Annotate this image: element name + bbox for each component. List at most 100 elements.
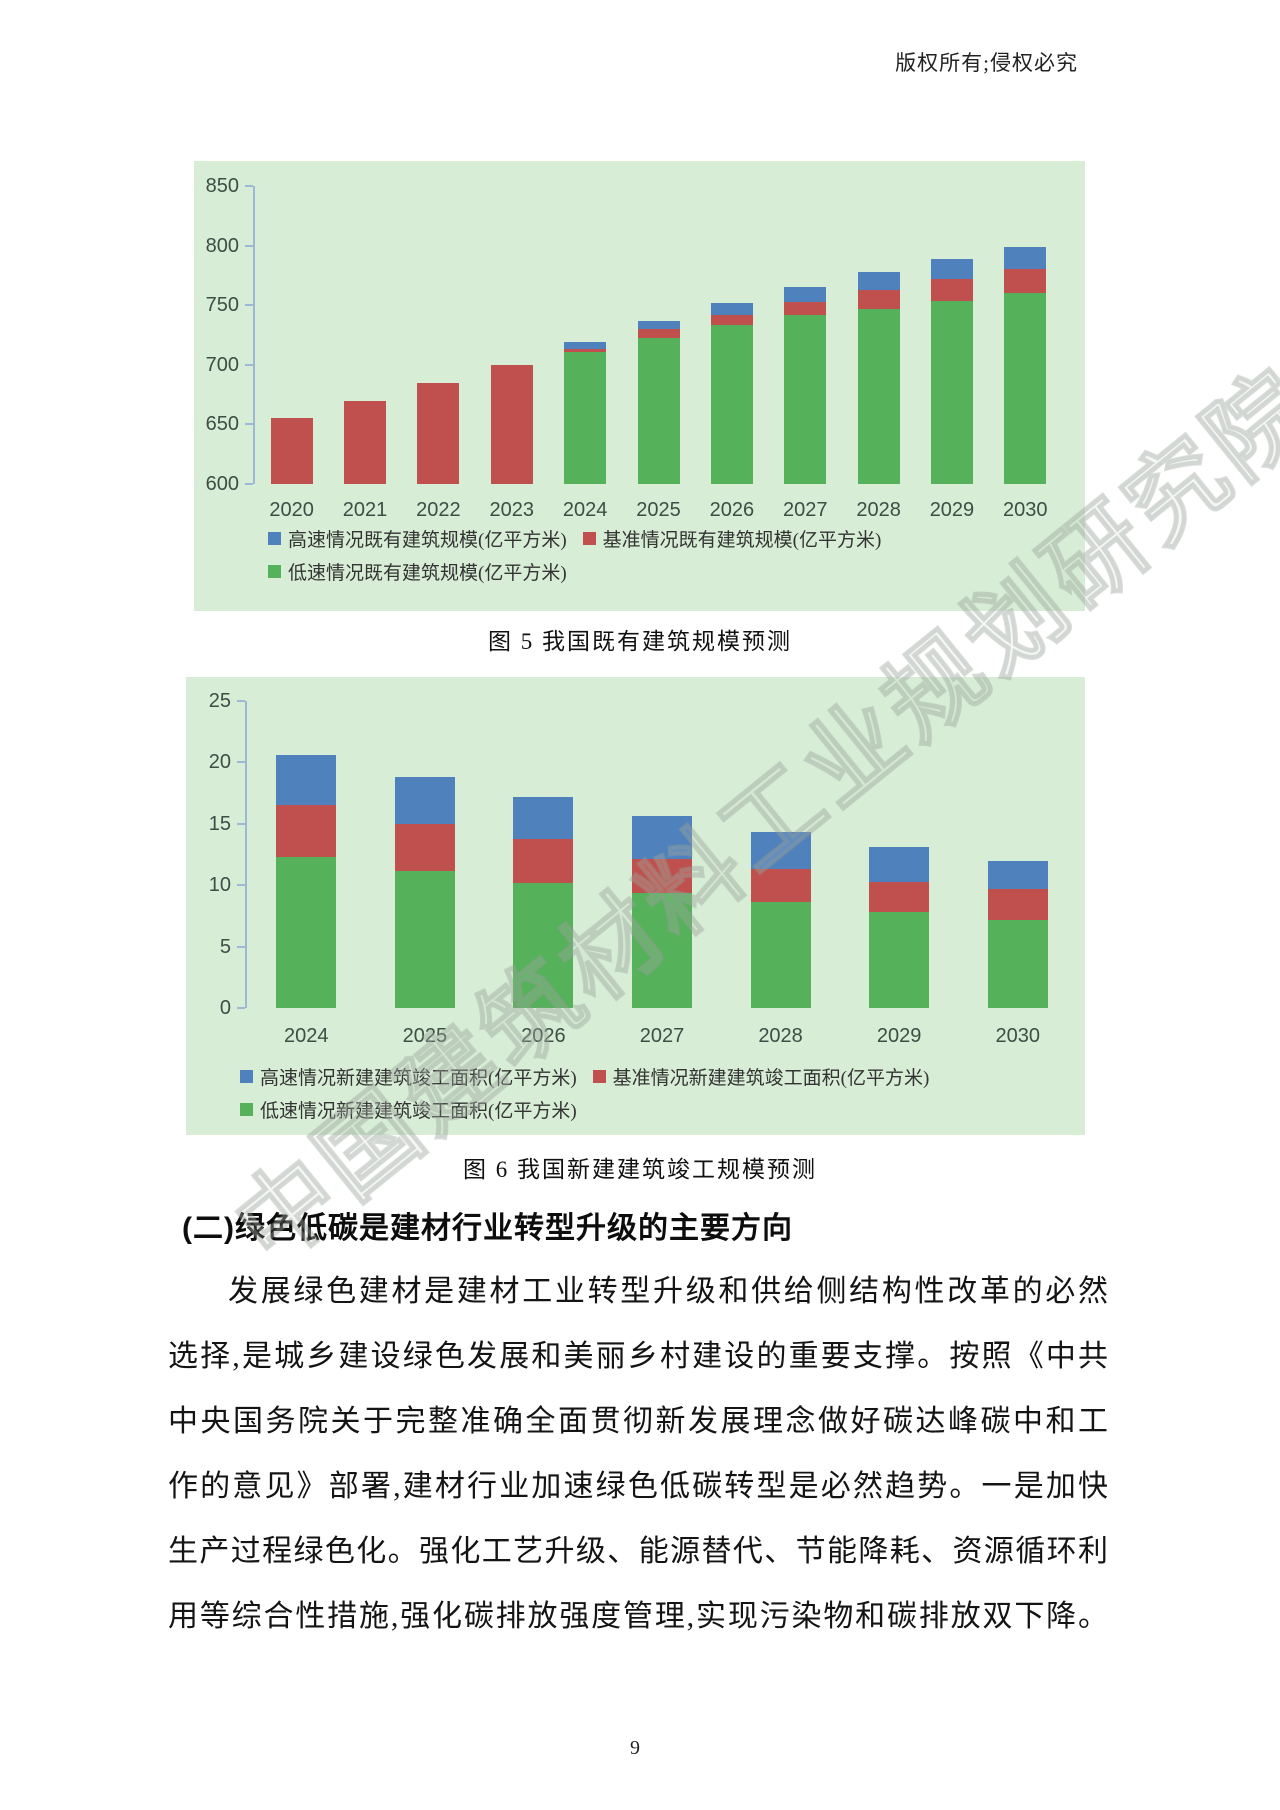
x-axis-label-2022: 2022 — [416, 499, 461, 521]
x-axis-label-2023: 2023 — [489, 499, 535, 521]
legend-swatch-icon — [582, 532, 596, 545]
y-axis-line — [245, 701, 247, 1008]
bar-2029 — [869, 847, 930, 1008]
segment-high — [394, 777, 455, 824]
legend-item: 基准情况新建建筑竣工面积(亿平方米) — [592, 1063, 930, 1090]
segment-base — [270, 418, 313, 485]
x-axis-label-2027: 2027 — [639, 1025, 685, 1047]
segment-low — [632, 892, 692, 1008]
chart-legend-row-1: 高速情况新建建筑竣工面积(亿平方米) 基准情况新建建筑竣工面积(亿平方米) — [240, 1063, 929, 1090]
y-axis-tick — [245, 185, 253, 187]
x-axis-label-2025: 2025 — [636, 499, 681, 521]
bar-2021 — [344, 400, 387, 484]
paragraph-line: 发展绿色建材是建材工业转型升级和供给侧结构性改革的必然 — [228, 1275, 1109, 1308]
bar-2026 — [710, 302, 753, 484]
y-axis-tick — [237, 822, 245, 825]
y-axis-tick-label: 750 — [205, 294, 239, 317]
bar-2027 — [784, 287, 827, 484]
segment-base — [710, 314, 753, 326]
segment-base — [276, 805, 337, 857]
y-axis-tick-label: 800 — [205, 234, 239, 257]
legend-label: 低速情况既有建筑规模(亿平方米) — [288, 563, 567, 584]
bar-2025 — [637, 320, 680, 484]
y-axis-tick-label: 700 — [205, 353, 239, 376]
segment-high — [1004, 246, 1047, 270]
segment-high — [784, 287, 827, 302]
x-axis-label-2029: 2029 — [929, 499, 975, 521]
chart-legend-row-2: 低速情况新建建筑竣工面积(亿平方米) — [240, 1096, 577, 1123]
y-axis-tick-label: 0 — [219, 997, 231, 1019]
legend-swatch-icon — [592, 1070, 606, 1083]
legend-swatch-icon — [240, 1070, 253, 1083]
y-axis-tick-label: 600 — [205, 473, 239, 495]
legend-item: 高速情况新建建筑竣工面积(亿平方米) — [240, 1063, 577, 1090]
x-axis-label-2020: 2020 — [269, 499, 314, 521]
segment-low — [869, 912, 930, 1008]
legend-label: 基准情况新建建筑竣工面积(亿平方米) — [612, 1068, 930, 1089]
figure6-caption: 图 6 我国新建建筑竣工规模预测 — [463, 1157, 817, 1182]
y-axis-tick-label: 10 — [208, 874, 231, 897]
y-axis-tick — [245, 363, 253, 366]
segment-high — [632, 816, 692, 860]
y-axis-tick — [237, 700, 245, 702]
segment-low — [637, 338, 680, 484]
segment-high — [710, 302, 753, 315]
y-axis-tick — [245, 423, 253, 426]
y-axis-tick-label: 15 — [208, 812, 231, 835]
paragraph-line: 用等综合性措施,强化碳排放强度管理,实现污染物和碳排放双下降。 — [168, 1600, 1109, 1633]
y-axis-tick-label: 850 — [205, 175, 239, 197]
segment-low — [987, 919, 1048, 1008]
segment-low — [930, 300, 973, 485]
segment-base — [784, 301, 827, 315]
y-axis-tick — [245, 304, 253, 307]
y-axis-tick-label: 5 — [219, 935, 231, 958]
legend-swatch-icon — [268, 532, 281, 545]
segment-low — [750, 902, 811, 1008]
bar-2024 — [276, 755, 337, 1008]
segment-base — [564, 349, 607, 352]
x-axis-label-2025: 2025 — [402, 1025, 448, 1047]
segment-base — [857, 289, 900, 309]
segment-high — [513, 796, 574, 839]
segment-high — [750, 832, 811, 870]
bar-2020 — [270, 418, 313, 485]
x-axis-label-2030: 2030 — [995, 1025, 1040, 1047]
bar-2026 — [513, 796, 574, 1009]
y-axis-tick — [237, 884, 245, 887]
legend-label: 低速情况新建建筑竣工面积(亿平方米) — [260, 1101, 577, 1122]
figure6-chart-panel: 25 20 15 10 5 0 2024 2025 2026 2027 2028 2029 2030 高速… — [186, 677, 1085, 1135]
x-axis-label-2030: 2030 — [1003, 499, 1048, 521]
x-axis-label-2026: 2026 — [709, 499, 755, 521]
page-number: 9 — [630, 1737, 640, 1759]
bar-2022 — [417, 382, 460, 484]
y-axis-tick — [245, 244, 253, 247]
body-paragraph: 发展绿色建材是建材工业转型升级和供给侧结构性改革的必然选择,是城乡建设绿色发展和… — [168, 1259, 1109, 1649]
segment-base — [930, 279, 973, 301]
segment-base — [987, 888, 1048, 920]
x-axis-label-2028: 2028 — [856, 499, 901, 521]
segment-high — [564, 342, 607, 350]
segment-low — [276, 856, 337, 1008]
segment-high — [987, 860, 1048, 889]
segment-base — [750, 869, 811, 903]
legend-item: 低速情况新建建筑竣工面积(亿平方米) — [240, 1096, 577, 1123]
segment-base — [637, 328, 680, 339]
segment-low — [1004, 293, 1047, 484]
bar-2028 — [857, 271, 900, 484]
legend-swatch-icon — [240, 1103, 253, 1116]
legend-item: 低速情况既有建筑规模(亿平方米) — [268, 558, 567, 585]
chart-legend-row-1: 高速情况既有建筑规模(亿平方米) 基准情况既有建筑规模(亿平方米) — [268, 525, 881, 552]
segment-base — [1004, 269, 1047, 294]
segment-high — [930, 258, 973, 279]
segment-base — [344, 400, 387, 484]
segment-high — [857, 271, 900, 290]
x-axis-label-2028: 2028 — [758, 1025, 803, 1047]
paragraph-line: 作的意见》部署,建材行业加速绿色低碳转型是必然趋势。一是加快 — [168, 1470, 1109, 1503]
bar-2023 — [490, 364, 533, 484]
y-axis-tick — [237, 1007, 245, 1009]
paragraph-line: 选择,是城乡建设绿色发展和美丽乡村建设的重要支撑。按照《中共 — [168, 1340, 1109, 1373]
legend-label: 高速情况既有建筑规模(亿平方米) — [288, 530, 567, 551]
segment-base — [869, 881, 930, 913]
x-axis-label-2027: 2027 — [782, 499, 828, 521]
segment-base — [513, 838, 574, 883]
